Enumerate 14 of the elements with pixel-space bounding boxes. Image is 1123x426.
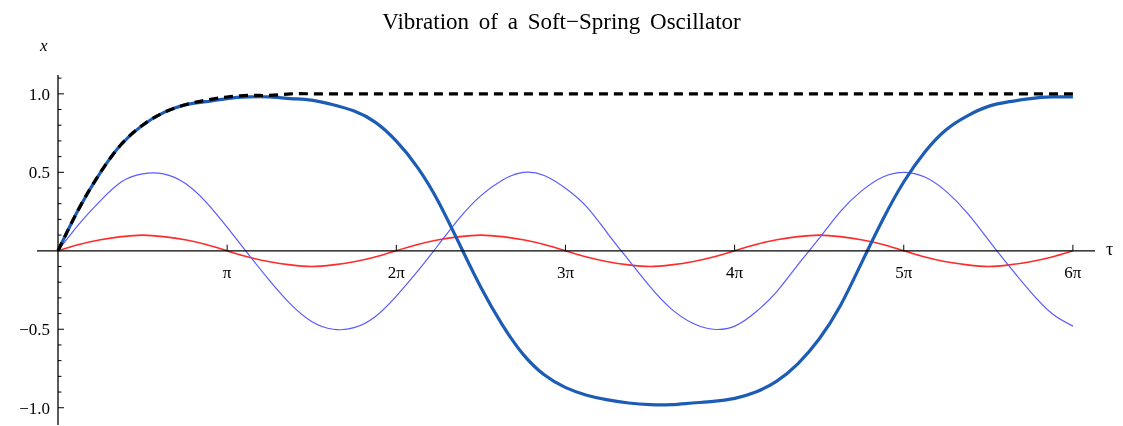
chart-title: Vibration of a Soft−Spring Oscillator xyxy=(381,8,742,36)
y-tick-label: 0.5 xyxy=(28,163,50,183)
y-axis-title: x xyxy=(39,36,48,56)
y-tick-label: −1.0 xyxy=(19,398,50,418)
y-tick-label: 1.0 xyxy=(28,84,50,104)
x-tick-label: 3π xyxy=(556,262,575,282)
y-tick-label: −0.5 xyxy=(19,320,50,340)
x-tick-label: 5π xyxy=(895,262,913,282)
x-tick-label: 4π xyxy=(726,262,744,282)
x-tick-label: π xyxy=(222,262,232,282)
x-tick-label: 2π xyxy=(387,262,406,282)
line-series xyxy=(57,234,1074,268)
x-axis-title: τ xyxy=(1106,237,1114,260)
x-tick-label: 6π xyxy=(1064,262,1082,282)
